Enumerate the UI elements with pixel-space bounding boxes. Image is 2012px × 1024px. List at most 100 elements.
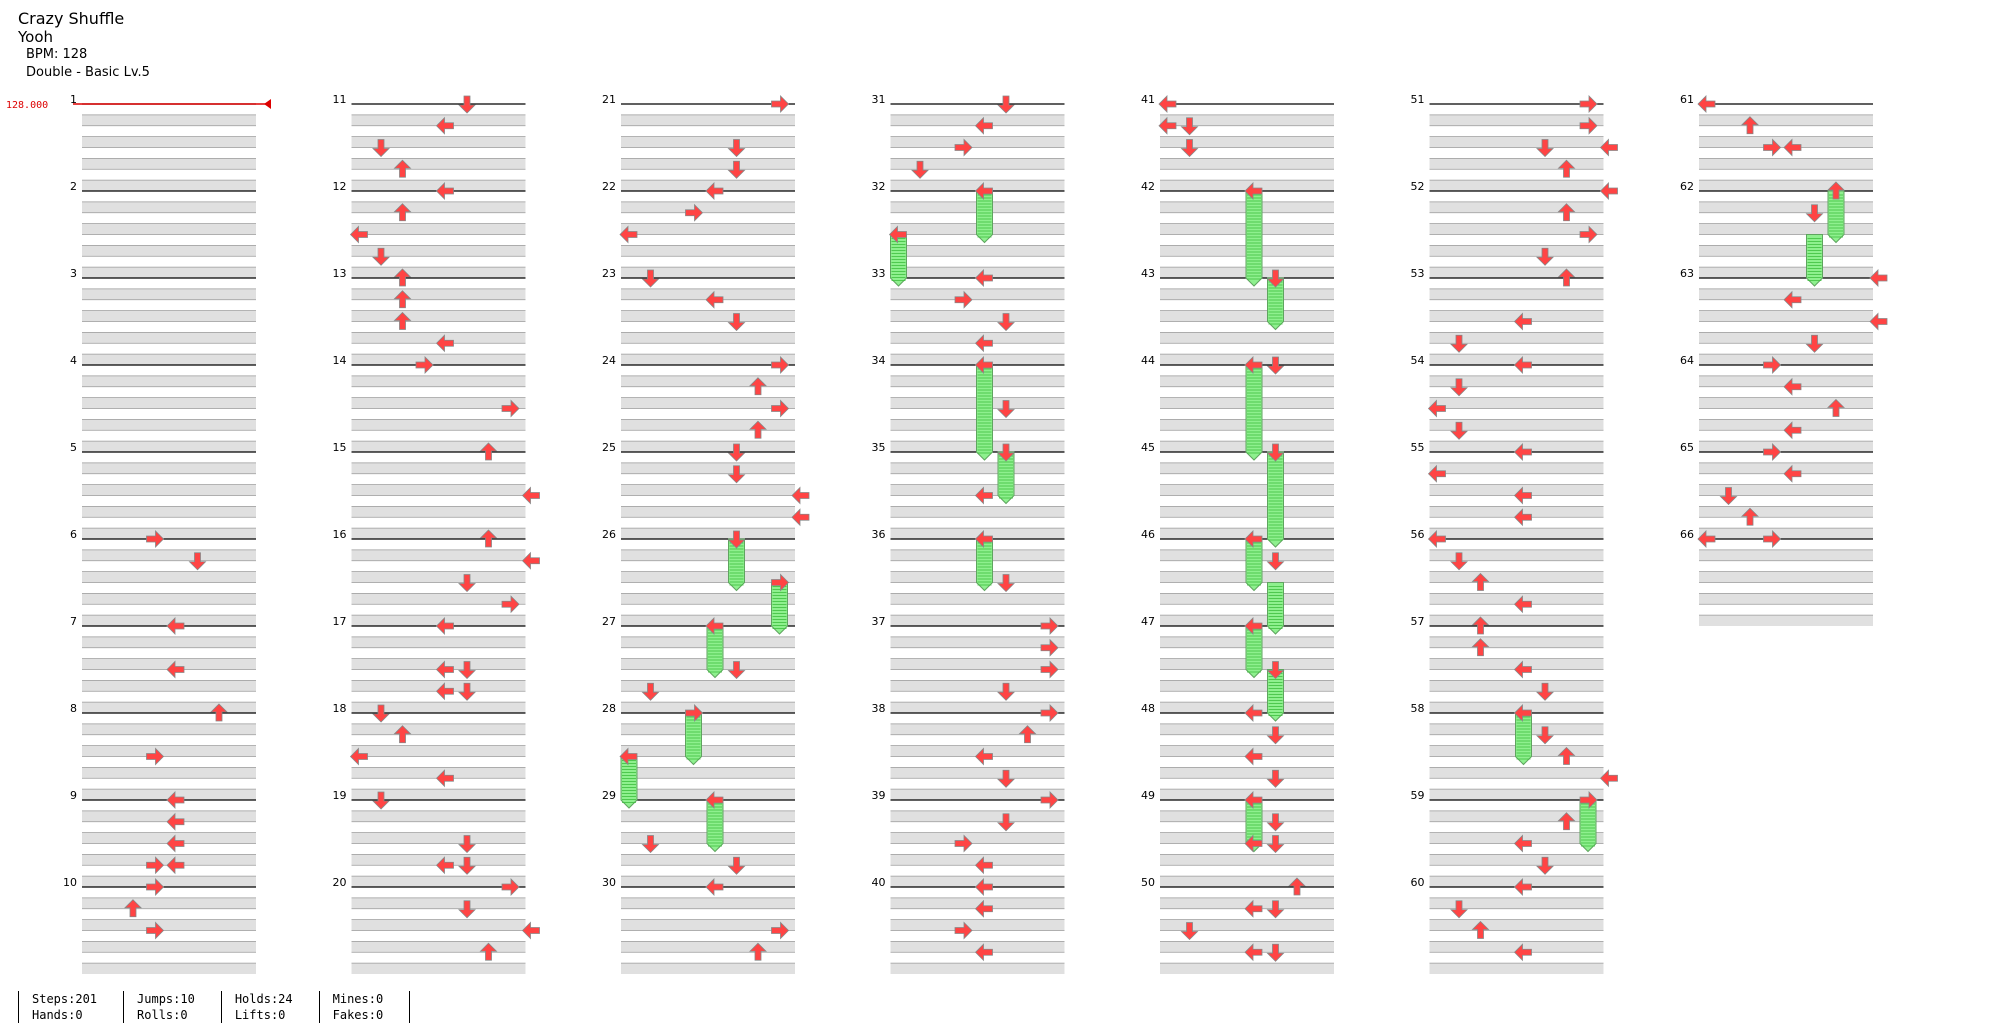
hold-note <box>976 364 993 461</box>
beat-band <box>82 723 256 735</box>
beat-band <box>621 288 795 300</box>
hold-note <box>1245 538 1263 592</box>
arrow-left-icon <box>1599 138 1618 157</box>
beat-band <box>351 441 526 452</box>
arrow-down-icon <box>997 95 1015 114</box>
beat-band <box>621 462 795 474</box>
arrow-down-icon <box>1266 356 1285 375</box>
beat-band <box>351 180 526 191</box>
beat-band <box>1160 767 1334 779</box>
beat-band <box>351 723 526 735</box>
arrow-left-icon <box>619 225 638 244</box>
arrow-left-icon <box>974 269 993 287</box>
arrow-left-icon <box>1244 899 1263 918</box>
arrow-left-icon <box>974 943 993 962</box>
arrow-left-icon <box>1158 116 1177 135</box>
arrow-up-icon <box>393 725 412 744</box>
arrow-up-icon <box>1471 920 1490 939</box>
arrow-left-icon <box>1427 399 1446 418</box>
arrow-right-icon <box>771 573 790 592</box>
beat-band <box>1160 310 1334 322</box>
measure-number: 11 <box>333 93 347 106</box>
arrow-down-icon <box>458 856 476 875</box>
beat-band <box>890 767 1065 779</box>
measure-number: 30 <box>602 876 616 889</box>
beat-band <box>82 941 256 953</box>
arrow-right-icon <box>771 356 790 374</box>
arrow-left-icon <box>1513 312 1532 331</box>
arrow-left-icon <box>1513 943 1532 962</box>
beat-band <box>1429 963 1604 974</box>
beat-band <box>1160 484 1334 496</box>
beat-band <box>82 375 256 387</box>
arrow-up-icon <box>1471 638 1490 657</box>
arrow-right-icon <box>1040 638 1059 657</box>
beat-band <box>1429 919 1604 931</box>
beat-band <box>82 789 256 800</box>
beat-band <box>1429 180 1604 191</box>
arrow-down-icon <box>1536 726 1554 745</box>
beat-band <box>82 854 256 866</box>
measure-number: 23 <box>602 267 616 280</box>
arrow-up-icon <box>749 420 767 439</box>
measure-number: 62 <box>1680 180 1694 193</box>
beat-band <box>890 745 1065 757</box>
beat-band <box>351 658 526 670</box>
beat-band <box>1160 702 1334 713</box>
hold-note <box>1245 364 1263 461</box>
measure-number: 25 <box>602 441 616 454</box>
hold-note <box>1579 799 1597 853</box>
beat-band <box>890 897 1065 909</box>
measure-number: 55 <box>1411 441 1425 454</box>
beat-band <box>1429 636 1604 648</box>
arrow-right-icon <box>1763 443 1782 461</box>
beat-band <box>621 593 795 605</box>
arrow-down-icon <box>1805 204 1824 223</box>
beat-band <box>1160 528 1334 539</box>
beat-band <box>890 506 1065 518</box>
arrow-left-icon <box>1427 530 1446 548</box>
beat-band <box>351 876 526 887</box>
beat-band <box>82 332 256 344</box>
beat-band <box>621 267 795 278</box>
beat-band <box>1699 136 1873 148</box>
beat-band <box>890 593 1065 605</box>
arrow-left-icon <box>974 856 993 875</box>
arrow-left-icon <box>1513 508 1532 527</box>
beat-band <box>351 549 526 561</box>
arrow-right-icon <box>1763 530 1782 548</box>
arrow-left-icon <box>1244 356 1263 374</box>
arrow-left-icon <box>1783 464 1802 483</box>
arrow-left-icon <box>1513 660 1532 679</box>
measure-number: 43 <box>1141 267 1155 280</box>
arrow-left-icon <box>435 660 454 679</box>
arrow-up-icon <box>393 203 412 222</box>
beat-band <box>1160 897 1334 909</box>
arrow-down-icon <box>1266 726 1285 745</box>
beat-band <box>82 462 256 474</box>
beat-band <box>890 354 1065 365</box>
stat-holds: Holds:24 <box>234 992 293 1006</box>
measure-number: 22 <box>602 180 616 193</box>
arrow-left-icon <box>1513 443 1532 461</box>
beat-band <box>1429 897 1604 909</box>
arrow-down-icon <box>458 574 476 593</box>
beat-band <box>1699 332 1873 344</box>
arrow-left-icon <box>166 856 185 875</box>
arrow-down-icon <box>997 313 1015 332</box>
arrow-down-icon <box>1450 900 1468 919</box>
beat-band <box>621 245 795 257</box>
stats-group-steps: Steps:201 Hands:0 <box>18 991 123 1023</box>
beat-band <box>351 832 526 844</box>
beat-band <box>1429 310 1604 322</box>
arrow-left-icon <box>974 182 993 200</box>
hold-note <box>620 756 638 809</box>
measure-number: 20 <box>333 876 347 889</box>
beat-band <box>1699 571 1873 583</box>
beat-band <box>351 354 526 365</box>
beat-band <box>351 267 526 278</box>
arrow-down-icon <box>1266 769 1285 788</box>
beat-band <box>82 680 256 692</box>
arrow-left-icon <box>1244 182 1263 200</box>
arrow-right-icon <box>415 356 434 374</box>
